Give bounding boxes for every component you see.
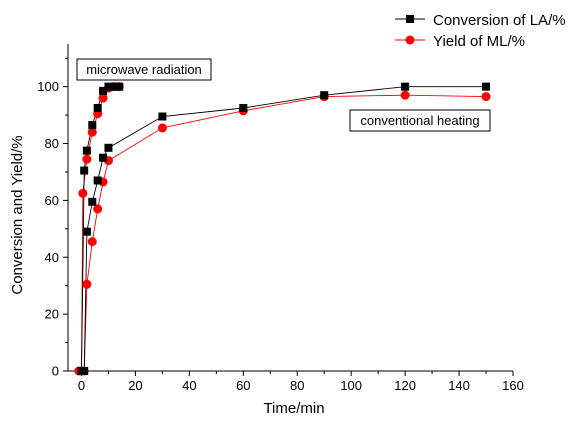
- y-tick-label: 60: [45, 193, 59, 208]
- data-point-conversion: [104, 82, 113, 91]
- data-point-yield: [87, 237, 97, 247]
- annotation-microwave: microwave radiation: [76, 58, 212, 81]
- x-tick-label: 100: [340, 378, 362, 393]
- series-line-yield: [78, 94, 487, 372]
- y-axis-title: Conversion and Yield/%: [9, 135, 26, 294]
- data-point-conversion: [320, 91, 329, 100]
- legend-marker-yield: [405, 35, 415, 45]
- x-tick-label: 20: [128, 378, 142, 393]
- data-point-conversion: [115, 82, 124, 91]
- y-tick-label: 0: [52, 364, 59, 379]
- annotation-conventional-box: [349, 109, 491, 132]
- x-tick-label: 160: [502, 378, 524, 393]
- data-point-conversion: [104, 143, 113, 152]
- data-point-yield: [157, 123, 167, 133]
- data-point-yield: [82, 279, 92, 289]
- annotation-microwave-text: microwave radiation: [86, 62, 202, 77]
- x-tick-label: 140: [448, 378, 470, 393]
- y-tick-label: 100: [37, 79, 59, 94]
- data-point-yield: [98, 93, 108, 103]
- data-point-conversion: [93, 176, 102, 185]
- data-point-yield: [400, 90, 410, 100]
- data-point-yield: [481, 92, 491, 102]
- data-point-conversion: [88, 121, 97, 130]
- legend-label-yield: Yield of ML/%: [433, 33, 525, 50]
- legend-label-conversion: Conversion of LA/%: [433, 12, 566, 29]
- data-point-conversion: [82, 227, 91, 236]
- data-point-conversion: [99, 86, 108, 95]
- legend-item-yield: Yield of ML/%: [395, 33, 525, 50]
- annotation-microwave-box: [76, 58, 212, 81]
- y-tick-label: 20: [45, 307, 59, 322]
- data-point-yield: [87, 127, 97, 137]
- x-tick-label: 80: [290, 378, 304, 393]
- data-point-conversion: [482, 82, 491, 91]
- legend: Conversion of LA/% Yield of ML/%: [395, 12, 566, 50]
- data-points: [74, 82, 491, 376]
- x-tick-label: 0: [78, 378, 85, 393]
- x-tick-label: 120: [394, 378, 416, 393]
- data-point-conversion: [93, 103, 102, 112]
- data-point-yield: [93, 204, 103, 214]
- x-tick-label: 40: [182, 378, 196, 393]
- data-point-conversion: [239, 103, 248, 112]
- x-tick-label: 60: [236, 378, 250, 393]
- annotation-conventional-text: conventional heating: [360, 113, 479, 128]
- y-tick-label: 40: [45, 250, 59, 265]
- data-point-conversion: [88, 197, 97, 206]
- data-point-conversion: [401, 82, 410, 91]
- data-point-conversion: [80, 367, 89, 375]
- y-tick-label: 80: [45, 136, 59, 151]
- data-point-conversion: [80, 166, 89, 175]
- annotation-conventional: conventional heating: [349, 109, 491, 132]
- data-point-conversion: [158, 112, 167, 121]
- data-point-conversion: [82, 146, 91, 155]
- x-axis-title: Time/min: [263, 400, 324, 417]
- series-line-conversion: [81, 86, 486, 372]
- legend-item-conversion: Conversion of LA/%: [395, 12, 566, 29]
- axes: 0 20 40 60 80 100 120 140 160 0 20 40 60 80 100: [37, 44, 524, 393]
- data-point-conversion: [99, 153, 108, 162]
- data-point-yield: [78, 188, 88, 198]
- data-point-yield: [82, 154, 92, 164]
- data-point-conversion: [109, 82, 118, 91]
- legend-marker-conversion: [406, 15, 414, 23]
